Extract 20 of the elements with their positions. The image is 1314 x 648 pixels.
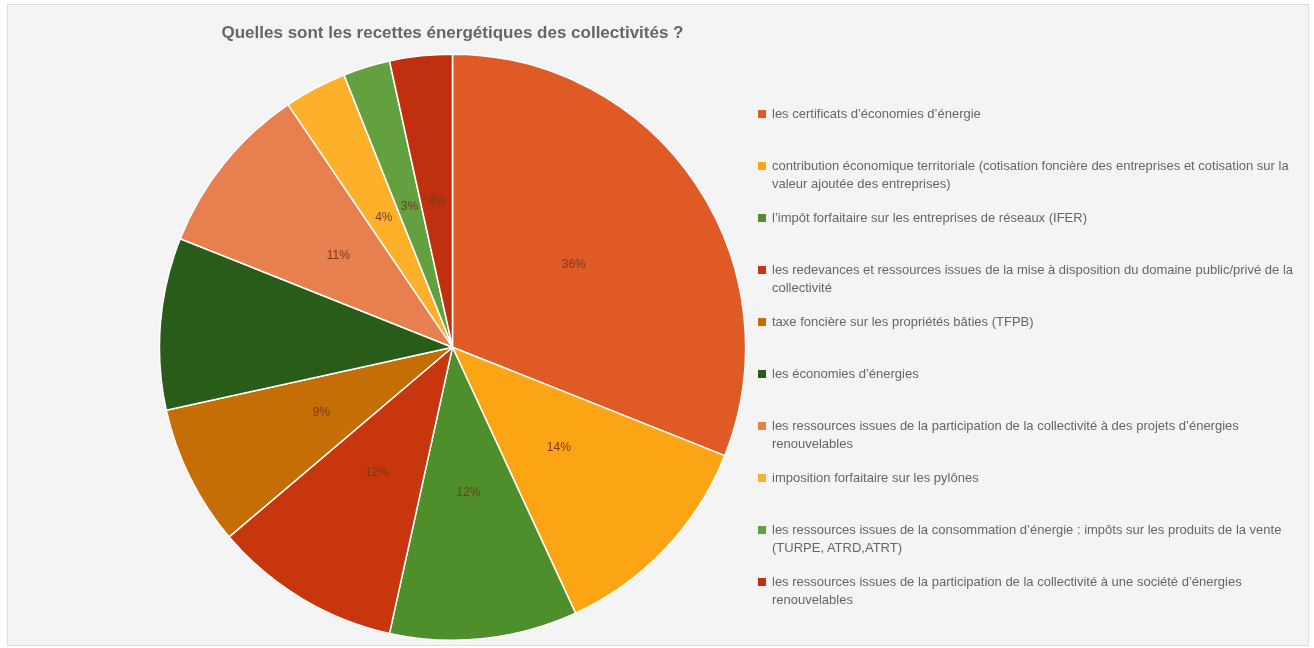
data-label: 14% [546,440,572,455]
legend-label: contribution économique territoriale (cotisation foncière des entreprises et cotisation sur la valeur ajoutée des entreprises) [772,157,1290,193]
data-label: 11% [326,247,351,262]
chart-title: Quelles sont les recettes énergétiques des collectivités ? [221,22,684,42]
data-label: 4% [427,193,446,208]
data-label: 36% [561,257,587,272]
legend-label: les ressources issues de la participation de la collectivité à une société d’énergies renouvelables [772,573,1243,609]
legend-label: imposition forfaitaire sur les pylônes [772,469,979,487]
data-label: 9% [312,404,331,419]
legend-label: taxe foncière sur les propriétés bâties (TFPB) [772,313,1034,331]
data-label: 3% [400,199,419,214]
data-label: 12% [364,465,390,480]
legend-label: les redevances et ressources issues de la mise à disposition du domaine public/privé de la collectivité [772,261,1294,297]
legend-label: les économies d’énergies [772,365,919,383]
data-label: 12% [456,485,481,500]
data-label: 4% [375,210,393,225]
legend-label: l’impôt forfaitaire sur les entreprises de réseaux (IFER) [772,209,1088,227]
legend-label: les certificats d’économies d’énergie [772,105,981,123]
legend-label: les ressources issues de la consommation d’énergie : impôts sur les produits de la vente (TURPE, ATRD,ATRT) [772,521,1283,557]
legend-label: les ressources issues de la participation de la collectivité à des projets d’énergies renouvelables [772,417,1240,453]
